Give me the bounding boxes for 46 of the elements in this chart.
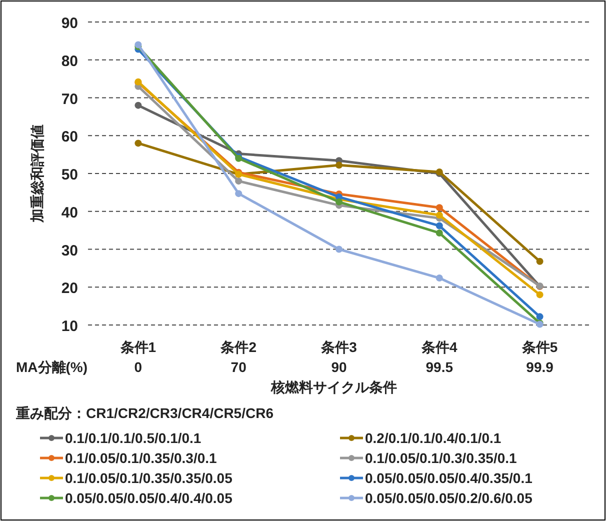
legend-label: 0.05/0.05/0.05/0.4/0.4/0.05 [65, 490, 233, 506]
y-tick-label: 70 [61, 90, 78, 108]
point [436, 274, 443, 282]
legend-label: 0.05/0.05/0.05/0.4/0.35/0.1 [365, 470, 533, 486]
legend-label: 0.05/0.05/0.05/0.2/0.6/0.05 [365, 490, 533, 506]
point [536, 291, 544, 298]
x-tick-label: 条件3 [320, 339, 358, 355]
y-tick-label: 80 [61, 52, 78, 70]
x-tick-label: 条件2 [220, 339, 257, 355]
y-tick-label: 10 [61, 318, 78, 335]
point [536, 313, 544, 320]
y-axis-title: 加重総和評価値 [29, 124, 45, 224]
y-tick-label: 60 [61, 128, 78, 146]
point [436, 212, 443, 219]
x-axis-title: 核燃料サイクル条件 [270, 379, 397, 395]
point [336, 198, 342, 206]
text: 99.5 [426, 359, 454, 375]
point [134, 140, 142, 147]
text: MA分離(%) [16, 359, 88, 375]
point [436, 229, 443, 236]
point [436, 204, 443, 212]
point [235, 178, 242, 185]
point [436, 222, 443, 230]
text: 0 [134, 359, 142, 375]
text: 70 [230, 359, 247, 375]
y-tick-label: 20 [61, 280, 78, 298]
x-tick-label: 条件4 [420, 339, 458, 355]
y-tick-label: 50 [61, 166, 78, 184]
legend-label: 0.1/0.05/0.1/0.35/0.3/0.1 [65, 450, 218, 466]
legend-label: 0.2/0.1/0.1/0.4/0.1/0.1 [365, 430, 502, 446]
legend-label: 0.1/0.05/0.1/0.35/0.35/0.05 [65, 470, 233, 486]
legend-title: 重み配分：CR1/CR2/CR3/CR4/CR5/CR6 [15, 405, 274, 421]
text: 90 [331, 359, 347, 375]
x-tick-label: 条件5 [520, 339, 558, 355]
point [336, 162, 342, 169]
point [336, 246, 342, 253]
y-tick-label: 30 [61, 242, 78, 260]
point [536, 258, 544, 265]
y-tick-label: 90 [61, 15, 78, 32]
x-tick-label: 条件1 [119, 339, 156, 355]
point [235, 190, 242, 198]
point [134, 102, 142, 109]
legend-label: 0.1/0.1/0.1/0.5/0.1/0.1 [65, 430, 202, 446]
text: 99.9 [526, 359, 554, 375]
legend-label: 0.1/0.05/0.1/0.3/0.35/0.1 [365, 450, 518, 466]
y-tick-label: 40 [61, 204, 78, 222]
